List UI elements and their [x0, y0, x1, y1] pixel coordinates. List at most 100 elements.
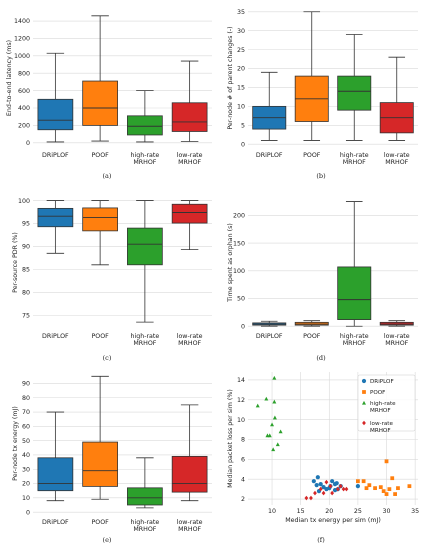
box-2 [127, 457, 163, 509]
boxplot-panel-b: 0 5 10 15 20 25 30 35 Per-node # of parent chang… [227, 9, 418, 180]
label-line: low-rate [370, 421, 393, 427]
box-3 [379, 320, 414, 327]
data-point [384, 459, 389, 464]
box-iqr [82, 80, 118, 126]
data-point [267, 433, 272, 438]
x-axis-label: Median tx energy per sim (mJ) [285, 517, 381, 524]
data-point [378, 485, 383, 490]
label-line: low-rate [177, 519, 203, 526]
y-tick-label: 95 [22, 221, 30, 228]
x-tick-label: DRiPLOF [256, 333, 283, 340]
y-tick-label: 1400 [14, 18, 30, 25]
series-low-rate-MRHOF [304, 479, 349, 501]
data-point [255, 403, 260, 408]
y-tick-label: 60 [22, 424, 30, 431]
y-tick-label: 8 [241, 437, 245, 444]
y-tick-label: 15 [237, 85, 245, 92]
label-line: low-rate [177, 333, 203, 340]
y-tick-label: 100 [18, 198, 30, 205]
box-0 [252, 71, 287, 141]
box-1 [82, 200, 118, 266]
x-tick-label: high-rate MRHOF [130, 519, 159, 533]
label-line: high-rate [130, 152, 159, 159]
data-point [367, 483, 372, 488]
label-line: high-rate [130, 333, 159, 340]
box-0 [37, 411, 74, 502]
data-point [313, 490, 317, 496]
box-3 [171, 60, 208, 142]
legend-box [357, 374, 416, 432]
y-axis-label: Per-node # of parent changes (-) [227, 26, 234, 129]
y-tick-label: 10 [22, 495, 30, 502]
y-axis-label: Time spent as orphan (s) [227, 223, 234, 303]
x-tick-label: low-rate MRHOF [177, 519, 203, 533]
data-point [314, 483, 319, 488]
data-point [318, 482, 323, 487]
boxplot-panel-d: 0 50 100 150 200 Time spent as orphan (s) DRiP… [227, 201, 418, 362]
y-tick-label: 35 [237, 9, 245, 16]
data-point [304, 495, 309, 501]
box-iqr [127, 487, 163, 506]
y-tick-label: 30 [22, 466, 30, 473]
x-tick-label: high-rate MRHOF [130, 152, 159, 166]
data-point [321, 490, 326, 496]
y-tick-label: 20 [237, 66, 245, 73]
box-3 [171, 200, 208, 251]
panel-caption: (f) [317, 536, 325, 544]
y-tick-label: 200 [18, 123, 30, 130]
data-point [390, 476, 395, 481]
data-point [264, 396, 269, 401]
x-tick-label: low-rate MRHOF [177, 152, 203, 166]
label-line: MRHOF [133, 159, 156, 166]
label-line: high-rate [340, 152, 369, 159]
label-line: low-rate [384, 333, 410, 340]
data-point [330, 479, 335, 484]
x-tick-label: high-rate MRHOF [130, 333, 159, 347]
data-point [324, 479, 329, 485]
x-tick-label: 20 [325, 508, 333, 515]
y-tick-label: 6 [241, 457, 245, 464]
box-iqr [37, 207, 74, 228]
box-3 [379, 56, 414, 141]
box-iqr [127, 115, 163, 136]
data-point [328, 483, 333, 489]
y-tick-label: 0 [26, 509, 30, 516]
label-line: MRHOF [385, 340, 408, 347]
box-iqr [337, 266, 372, 320]
x-tick-label: 15 [297, 508, 305, 515]
y-tick-label: 30 [237, 28, 245, 35]
y-tick-label: 50 [22, 438, 30, 445]
y-tick-label: 40 [22, 452, 30, 459]
label-line: MRHOF [370, 408, 391, 414]
data-point [356, 479, 360, 484]
x-tick-label: low-rate MRHOF [384, 152, 410, 166]
y-tick-label: 90 [22, 381, 30, 388]
data-point [362, 390, 366, 394]
panel-caption: (d) [316, 354, 326, 362]
data-point [271, 447, 276, 452]
y-tick-label: 10 [237, 104, 245, 111]
y-tick-label: 85 [22, 267, 30, 274]
data-point [330, 490, 335, 496]
data-point [278, 429, 283, 434]
y-axis-label: End-to-end latency (ms) [6, 40, 13, 116]
legend-entry: POOF [370, 390, 385, 396]
box-iqr [37, 98, 74, 131]
label-line: MRHOF [385, 159, 408, 166]
y-tick-label: 90 [22, 244, 30, 251]
y-tick-label: 600 [18, 88, 30, 95]
box-iqr [37, 457, 74, 492]
data-point [373, 486, 377, 491]
data-point [272, 375, 277, 380]
x-tick-label: 35 [411, 508, 419, 515]
x-tick-label: DRiPLOF [42, 519, 69, 526]
data-point [335, 486, 340, 492]
data-point [396, 486, 400, 491]
data-point [311, 479, 316, 484]
box-1 [294, 11, 329, 141]
y-tick-label: 12 [237, 397, 245, 404]
data-point [275, 442, 280, 447]
label-line: MRHOF [178, 526, 201, 533]
y-tick-label: 4 [241, 476, 245, 483]
